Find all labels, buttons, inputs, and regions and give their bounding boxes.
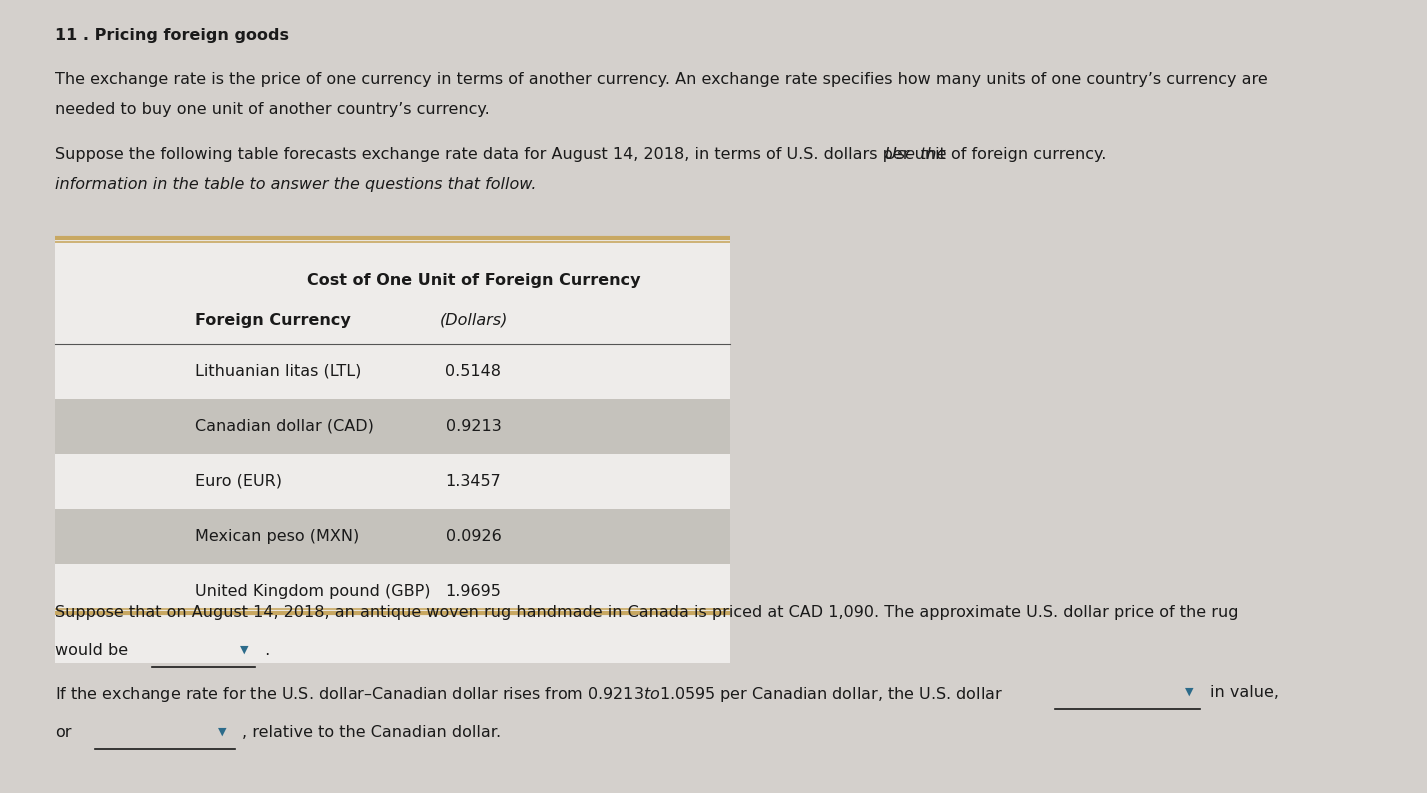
Text: ▼: ▼ — [240, 645, 248, 655]
Text: Euro (EUR): Euro (EUR) — [195, 474, 283, 489]
Text: Mexican peso (MXN): Mexican peso (MXN) — [195, 529, 360, 544]
Text: 1.3457: 1.3457 — [445, 474, 501, 489]
Text: ▼: ▼ — [1184, 687, 1193, 697]
Text: (Dollars): (Dollars) — [440, 312, 508, 328]
Text: Use the: Use the — [885, 147, 946, 162]
Text: Foreign Currency: Foreign Currency — [195, 312, 351, 328]
Text: United Kingdom pound (GBP): United Kingdom pound (GBP) — [195, 584, 431, 599]
Text: or: or — [56, 725, 71, 740]
Text: Lithuanian litas (LTL): Lithuanian litas (LTL) — [195, 364, 361, 379]
Text: ▼: ▼ — [218, 727, 227, 737]
Text: Suppose that on August 14, 2018, an antique woven rug handmade in Canada is pric: Suppose that on August 14, 2018, an anti… — [56, 605, 1239, 620]
Text: 11 . Pricing foreign goods: 11 . Pricing foreign goods — [56, 28, 290, 43]
Text: 0.5148: 0.5148 — [445, 364, 501, 379]
Text: information in the table to answer the questions that follow.: information in the table to answer the q… — [56, 177, 537, 192]
Text: The exchange rate is the price of one currency in terms of another currency. An : The exchange rate is the price of one cu… — [56, 72, 1267, 87]
Bar — [56, 238, 731, 663]
Text: 1.9695: 1.9695 — [445, 584, 501, 599]
Bar — [56, 509, 731, 564]
Text: 0.9213: 0.9213 — [445, 419, 501, 434]
Text: Suppose the following table forecasts exchange rate data for August 14, 2018, in: Suppose the following table forecasts ex… — [56, 147, 1112, 162]
Text: , relative to the Canadian dollar.: , relative to the Canadian dollar. — [243, 725, 501, 740]
Text: Canadian dollar (CAD): Canadian dollar (CAD) — [195, 419, 374, 434]
Text: 0.0926: 0.0926 — [445, 529, 501, 544]
Text: .: . — [260, 643, 270, 658]
Text: in value,: in value, — [1210, 685, 1279, 700]
Text: would be: would be — [56, 643, 128, 658]
Text: Cost of One Unit of Foreign Currency: Cost of One Unit of Foreign Currency — [307, 273, 641, 288]
Text: If the exchange rate for the U.S. dollar–Canadian dollar rises from $0.9213 to $: If the exchange rate for the U.S. dollar… — [56, 685, 1003, 704]
Bar — [56, 399, 731, 454]
Text: needed to buy one unit of another country’s currency.: needed to buy one unit of another countr… — [56, 102, 489, 117]
